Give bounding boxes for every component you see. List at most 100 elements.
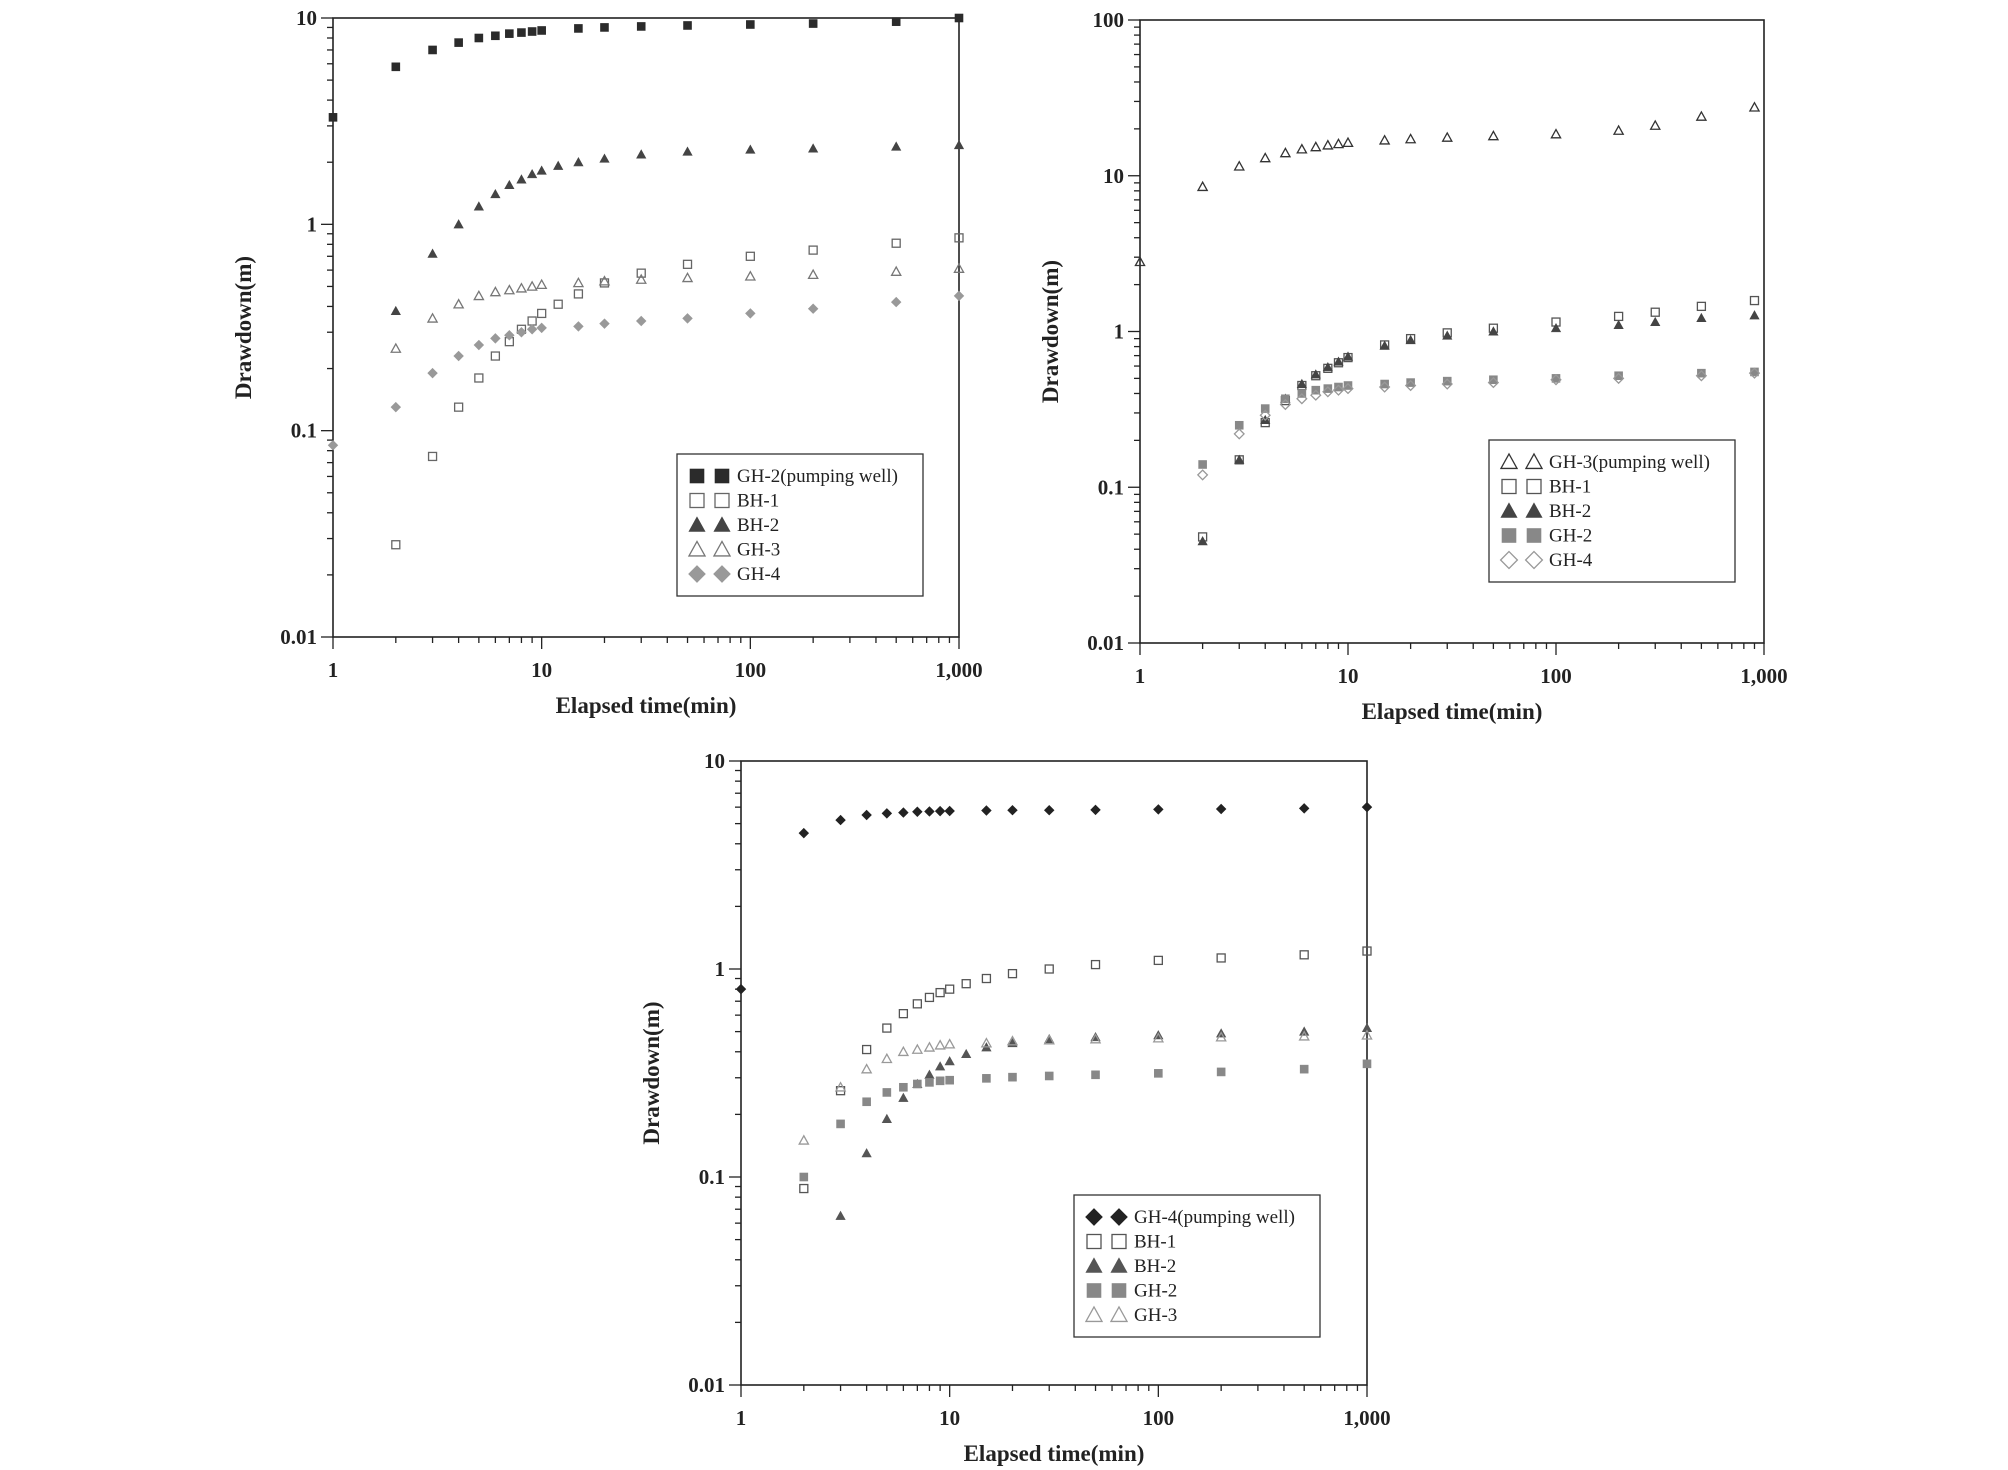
data-point [1613,311,1624,322]
data-point [536,165,547,175]
data-point [390,305,401,316]
data-point [1090,959,1101,970]
x-tick-label: 1,000 [1740,664,1787,688]
data-point [1441,378,1453,390]
data-point [1696,312,1707,323]
data-point [1550,374,1562,386]
data-point [1234,420,1244,430]
data-point [924,1069,935,1079]
data-point [1216,953,1226,963]
series-gh-4 [327,290,965,451]
data-point [943,1038,956,1049]
legend-marker [1086,1283,1102,1298]
data-point [835,814,846,826]
data-point [1697,368,1706,378]
data-point [954,233,964,243]
data-point [899,1082,908,1092]
x-axis-title: Elapsed time(min) [964,1441,1145,1466]
data-point [636,268,646,278]
y-tick-label: 1 [715,957,726,981]
data-point [553,160,564,170]
data-point [598,275,611,286]
data-point [1361,1029,1373,1040]
data-point [860,1063,873,1074]
data-point [807,268,819,280]
data-point [1296,378,1307,389]
legend-marker [714,492,730,509]
data-point [1362,1059,1372,1069]
data-point [490,351,501,361]
data-point [898,1092,909,1102]
legend-label: GH-3 [737,540,780,561]
data-point [1091,1070,1100,1080]
data-point [1343,381,1353,390]
data-point [573,157,584,167]
data-point [1362,946,1372,956]
data-point [453,402,464,412]
data-point [474,373,484,383]
data-point [953,262,965,273]
data-point [1334,382,1343,392]
data-point [427,248,438,258]
data-point [1154,1069,1163,1078]
data-point [503,284,516,295]
legend: GH-3(pumping well) BH-1 BH-2 GH-2 GH-4 [1488,439,1736,583]
data-point [1044,964,1054,974]
legend-label: BH-2 [1134,1256,1176,1277]
chart-panel-2: 1 10 100 1,000 0.01 0.1 1 10 100 Elapsed time(min… [1038,8,1788,724]
data-point [808,245,818,255]
data-point [944,1056,955,1066]
data-point [1323,384,1333,393]
data-point [953,139,965,150]
data-point [1234,454,1245,464]
data-point [1550,128,1562,139]
data-point [836,1119,845,1129]
legend-label: GH-4(pumping well) [1134,1207,1295,1228]
data-point [745,251,755,261]
data-point [861,1044,872,1055]
data-point [913,1079,922,1089]
data-point [1153,955,1163,966]
legend-marker [1109,1305,1129,1323]
data-point [1612,124,1625,135]
data-point [898,807,909,818]
series-gh-4-pumping-well- [735,801,1373,995]
data-point [834,1081,847,1092]
data-point [861,1148,872,1158]
data-point [746,20,755,29]
data-point [981,805,992,816]
data-point [1299,950,1309,960]
y-tick-label: 10 [1103,164,1124,188]
x-tick-label: 10 [939,1406,960,1430]
x-tick-label: 1 [328,658,339,682]
data-point [526,324,538,335]
data-point [1215,1031,1227,1042]
data-point [1550,322,1562,333]
data-point [1613,319,1624,330]
x-axis-title: Elapsed time(min) [556,693,737,718]
legend-label: GH-2 [1134,1281,1177,1302]
legend-label: BH-1 [1134,1232,1176,1253]
data-point [1442,376,1452,386]
data-point [515,282,528,293]
data-point [1361,801,1373,813]
data-point [1378,381,1391,393]
data-point [454,38,463,47]
data-point [807,303,819,314]
series-gh-2 [1198,367,1759,469]
data-point [1322,386,1334,398]
data-point [1650,316,1661,327]
data-point [574,24,583,33]
y-tick-label: 100 [1093,8,1125,32]
data-point [891,238,901,248]
legend-marker [1525,502,1543,518]
data-point [1233,428,1245,440]
data-point [861,809,872,821]
data-point [505,29,514,38]
data-point [1310,389,1322,401]
data-point [1749,295,1760,306]
data-point [835,1210,846,1220]
